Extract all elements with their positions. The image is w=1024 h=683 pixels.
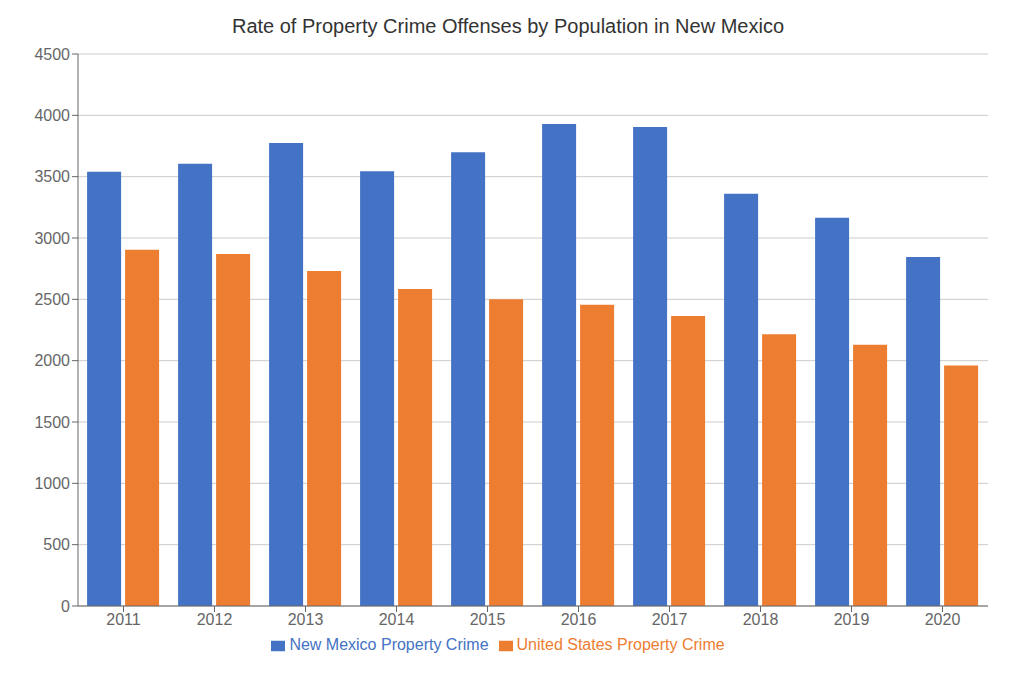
svg-text:2016: 2016 (561, 611, 597, 628)
svg-text:1500: 1500 (34, 414, 70, 431)
svg-text:2019: 2019 (834, 611, 870, 628)
svg-text:3000: 3000 (34, 230, 70, 247)
svg-text:3500: 3500 (34, 168, 70, 185)
svg-text:2020: 2020 (925, 611, 961, 628)
svg-text:2017: 2017 (652, 611, 688, 628)
svg-text:1000: 1000 (34, 475, 70, 492)
svg-text:2000: 2000 (34, 352, 70, 369)
svg-text:2018: 2018 (743, 611, 779, 628)
svg-text:2014: 2014 (379, 611, 415, 628)
svg-text:500: 500 (43, 536, 70, 553)
svg-text:2500: 2500 (34, 291, 70, 308)
html-text:New Mexico Property Crime: New Mexico Property Crime (289, 636, 489, 653)
svg-text:0: 0 (61, 598, 70, 615)
svg-text:2015: 2015 (470, 611, 506, 628)
html-text:Rate of Property Crime Offense: Rate of Property Crime Offenses by Popul… (231, 15, 784, 37)
svg-text:2013: 2013 (288, 611, 324, 628)
svg-text:2011: 2011 (106, 611, 141, 628)
html-text:United States Property Crime: United States Property Crime (516, 636, 725, 653)
svg-text:4500: 4500 (34, 46, 70, 63)
svg-text:2012: 2012 (197, 611, 233, 628)
svg-text:4000: 4000 (34, 107, 70, 124)
